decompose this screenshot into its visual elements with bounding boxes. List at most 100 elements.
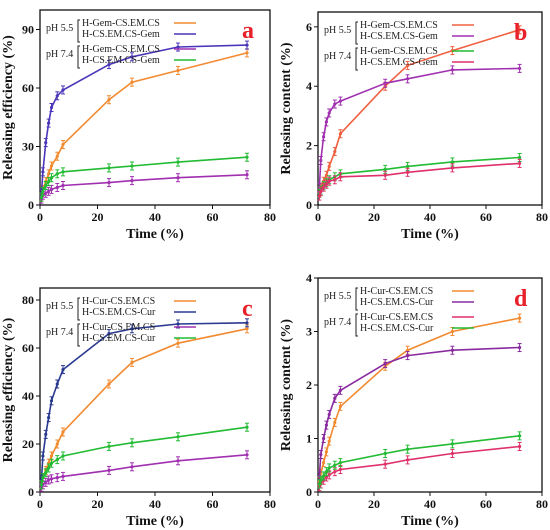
data-point [49, 399, 54, 403]
data-point [44, 191, 48, 195]
data-point [450, 68, 454, 72]
legend-entry: H-CS.EM.CS-Cur [82, 333, 156, 344]
legend-entry: H-Gem-CS.EM.CS [360, 20, 438, 31]
legend-bracket [355, 313, 358, 337]
data-point [41, 476, 45, 480]
data-point [49, 105, 54, 110]
data-point [322, 460, 326, 465]
data-point [518, 345, 522, 350]
x-tick-label: 20 [368, 210, 380, 224]
panel-d: 0 20 40 60 80 0 1 2 3 4 Time (%) Releasing content … [279, 271, 548, 529]
legend-group-label: pH 7.4 [324, 317, 351, 328]
data-point [245, 43, 249, 47]
data-point [49, 477, 54, 481]
data-point [61, 454, 65, 458]
data-point [518, 161, 522, 166]
legend-entry: H-Gem-CS.EM.CS [82, 18, 160, 29]
y-tick-label: 4 [306, 79, 312, 93]
panel-c: 0 20 40 60 80 0 20 40 60 80 Time (%) Releasing effi… [1, 287, 276, 529]
data-point [176, 176, 180, 180]
data-point [61, 368, 65, 372]
data-point [319, 452, 323, 457]
x-axis-label: Time (%) [126, 227, 184, 242]
data-point [55, 458, 59, 462]
data-point [41, 454, 45, 458]
series-line-4 [40, 156, 248, 198]
y-tick-label: 2 [306, 378, 312, 392]
x-tick-label: 60 [207, 497, 219, 511]
data-point [333, 470, 337, 474]
data-point [61, 183, 65, 188]
x-tick-label: 80 [536, 210, 548, 224]
data-point [176, 322, 180, 326]
x-tick-label: 0 [315, 210, 321, 224]
data-point [406, 63, 410, 68]
data-point [107, 98, 111, 102]
series-line-1 [318, 317, 520, 482]
data-point [319, 478, 323, 482]
data-point [338, 404, 342, 408]
legend-entry: H-CS.EM.CS-Gem [82, 29, 160, 40]
data-point [383, 167, 387, 171]
x-tick-label: 20 [368, 497, 380, 511]
legend-entry: H-CS.EM.CS-Cur [360, 297, 434, 308]
x-tick-label: 0 [37, 210, 43, 224]
legend-group-label: pH 5.5 [324, 25, 351, 36]
data-point [44, 432, 48, 436]
data-point [333, 463, 337, 467]
data-point [245, 321, 249, 325]
series-line-2 [40, 322, 248, 481]
y-tick-label: 60 [22, 81, 34, 95]
data-point [55, 476, 59, 480]
legend-entry: H-CS.EM.CS-Gem [82, 55, 160, 66]
series-line-4 [318, 435, 520, 485]
y-axis-label: Releasing content (%) [279, 42, 294, 175]
data-point [450, 329, 454, 334]
x-tick-label: 40 [424, 210, 436, 224]
data-point [324, 475, 328, 479]
data-point [49, 187, 54, 191]
data-point [44, 183, 48, 188]
data-point [107, 332, 111, 336]
panel-label: d [514, 286, 528, 312]
data-point [406, 458, 410, 462]
data-point [338, 467, 342, 472]
panel-b: 0 20 40 60 80 0 2 4 6 Time (%) Releasing content (… [279, 11, 548, 242]
data-point [41, 189, 45, 193]
data-point [327, 111, 331, 115]
data-point [518, 28, 522, 32]
x-axis-label: Time (%) [401, 514, 459, 529]
data-point [327, 466, 331, 470]
data-point [324, 450, 328, 454]
data-point [324, 470, 328, 474]
data-point [107, 444, 111, 448]
panel-label: a [242, 18, 254, 44]
data-point [130, 179, 134, 183]
legend-entry: H-Gem-CS.EM.CS [360, 46, 438, 57]
data-point [130, 441, 134, 445]
legend-group-label: pH 7.4 [324, 51, 351, 62]
data-point [450, 348, 454, 352]
data-point [55, 94, 59, 98]
data-point [245, 327, 249, 331]
data-point [39, 195, 44, 199]
data-point [47, 478, 51, 482]
y-tick-label: 20 [22, 437, 34, 451]
data-point [327, 164, 331, 168]
y-tick-label: 90 [22, 23, 34, 37]
data-point [383, 462, 387, 466]
data-point [44, 141, 48, 145]
data-point [518, 434, 522, 438]
x-tick-label: 0 [315, 497, 321, 511]
data-point [383, 81, 387, 85]
x-tick-label: 80 [264, 497, 276, 511]
series-line-4 [40, 426, 248, 485]
data-point [130, 327, 134, 331]
data-point [383, 362, 387, 366]
data-point [49, 164, 54, 168]
data-point [450, 166, 454, 170]
data-point [383, 173, 387, 177]
data-point [130, 80, 134, 84]
